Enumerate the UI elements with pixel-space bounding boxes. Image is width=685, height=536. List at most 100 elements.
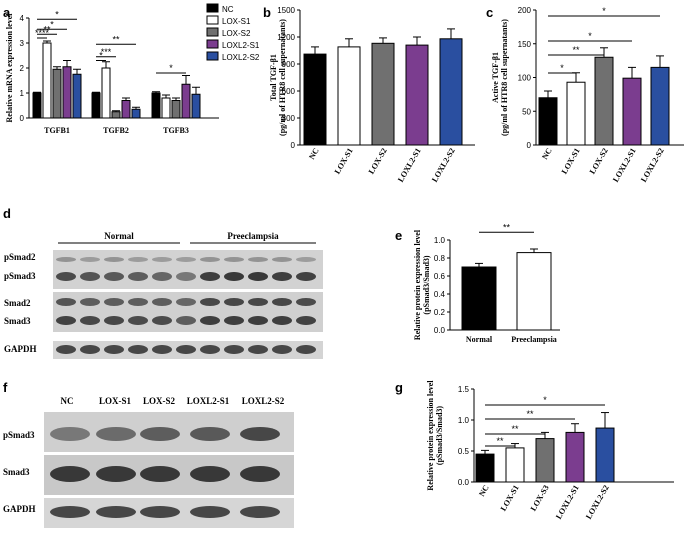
significance-label: **	[511, 424, 519, 434]
blot-f-bands	[50, 427, 280, 518]
band-gapdh	[296, 345, 316, 354]
band-f-gapdh	[140, 506, 180, 518]
band-psmad2	[176, 257, 196, 262]
band-f-psmad3	[50, 427, 90, 441]
bar-tgfb3-loxl2-s1	[181, 83, 191, 119]
band-psmad2	[104, 257, 124, 262]
row-label-smad2: Smad2	[4, 298, 31, 308]
chart-g: 0.0 0.5 1.0 1.5 Relative protein expression …	[426, 380, 674, 521]
chart-e: 0.0 0.2 0.4 0.6 0.8 1.0 Relative protein expre…	[413, 222, 560, 344]
band-psmad3	[152, 272, 172, 281]
band-smad3	[176, 316, 196, 325]
y-tick-label: 0.8	[434, 254, 446, 263]
legend-label-nc: NC	[222, 5, 234, 14]
chart-b: 0 300 600 900 1200 1500 Total TGF-β1 (pg/ml of …	[269, 6, 475, 184]
bar-tgfb3-nc	[151, 92, 161, 119]
bar-loxl2-s2	[595, 427, 615, 483]
y-tick-label: 1	[20, 89, 25, 98]
band-psmad3	[128, 272, 148, 281]
x-category-preeclampsia: Preeclampsia	[511, 335, 557, 344]
y-tick-label: 0.6	[434, 272, 446, 281]
band-f-gapdh	[240, 506, 280, 518]
legend-label-loxl2-s2: LOXL2-S2	[222, 53, 260, 62]
band-psmad2	[80, 257, 100, 262]
x-category-loxl2-s2: LOXL2-S2	[584, 484, 611, 521]
bar-lox-s2	[371, 42, 395, 146]
y-tick-label: 0.5	[458, 447, 470, 456]
y-tick-label: 2	[20, 64, 25, 73]
legend-label-lox-s1: LOX-S1	[222, 17, 251, 26]
bar-tgfb1-lox-s2	[52, 68, 62, 119]
bar-loxl2-s2	[650, 66, 670, 146]
band-psmad3	[200, 272, 220, 281]
y-axis-title: Active TGF-β1	[491, 52, 500, 103]
y-tick-label: 1.5	[458, 385, 470, 394]
band-gapdh	[272, 345, 292, 354]
legend-a: NC LOX-S1 LOX-S2 LOXL2-S1 LOXL2-S2	[206, 3, 260, 62]
band-smad2	[128, 298, 148, 306]
significance-label: *	[99, 51, 103, 61]
row-label-f-psmad3: pSmad3	[3, 430, 35, 440]
x-category-nc: NC	[477, 483, 491, 498]
band-psmad3	[80, 272, 100, 281]
row-label-gapdh: GAPDH	[4, 344, 37, 354]
significance-label: *	[588, 31, 592, 41]
x-category-lox-s2: LOX-S2	[367, 147, 389, 176]
significance-label: *	[560, 63, 564, 73]
row-label-f-gapdh: GAPDH	[3, 504, 36, 514]
band-f-psmad3	[96, 427, 136, 441]
x-category-loxl2-s2: LOXL2-S2	[430, 147, 457, 184]
x-category-lox-s2: LOX-S2	[588, 147, 610, 176]
band-psmad3	[296, 272, 316, 281]
band-gapdh	[80, 345, 100, 354]
band-f-psmad3	[240, 427, 280, 441]
band-psmad3	[56, 272, 76, 281]
band-psmad3	[272, 272, 292, 281]
y-tick-label: 0.2	[434, 308, 446, 317]
row-label-psmad3: pSmad3	[4, 271, 36, 281]
y-axis-title: Relative mRNA expression level	[5, 13, 14, 123]
bar-nc	[538, 97, 558, 146]
y-axis-title: Total TGF-β1	[269, 54, 278, 101]
bar-nc	[303, 53, 327, 146]
legend-swatch-lox-s2	[206, 27, 219, 37]
band-smad3	[224, 316, 244, 325]
bar-lox-s2	[594, 56, 614, 146]
bar-tgfb1-nc	[32, 92, 42, 119]
panel-c-label: c	[486, 5, 493, 20]
significance-label: **	[526, 409, 534, 419]
bar-tgfb2-lox-s1	[101, 67, 111, 119]
significance-label: *	[602, 6, 606, 16]
x-category-tgfb2: TGFB2	[103, 126, 129, 135]
row-label-smad3: Smad3	[4, 316, 31, 326]
significance-label: *	[169, 63, 173, 73]
band-smad3	[248, 316, 268, 325]
band-gapdh	[152, 345, 172, 354]
band-gapdh	[56, 345, 76, 354]
band-gapdh	[224, 345, 244, 354]
bar-tgfb2-nc	[91, 92, 101, 119]
y-tick-label: 0.0	[458, 478, 470, 487]
y-tick-label: 200	[518, 6, 532, 15]
significance-label: **	[112, 34, 120, 44]
x-category-lox-s1: LOX-S1	[499, 484, 521, 513]
significance-label: **	[496, 436, 504, 446]
x-category-loxl2-s1: LOXL2-S1	[611, 147, 638, 184]
row-label-f-smad3: Smad3	[3, 467, 30, 477]
bar-tgfb3-lox-s2	[171, 100, 181, 119]
band-psmad3	[104, 272, 124, 281]
bar-tgfb1-loxl2-s2	[72, 73, 82, 119]
band-f-gapdh	[50, 506, 90, 518]
x-category-nc: NC	[307, 146, 321, 161]
blot-f: NC LOX-S1 LOX-S2 LOXL2-S1 LOXL2-S2 pSmad…	[3, 396, 294, 528]
band-psmad2	[200, 257, 220, 262]
band-smad2	[56, 298, 76, 306]
band-smad3	[200, 316, 220, 325]
band-gapdh	[104, 345, 124, 354]
legend-swatch-nc	[206, 3, 219, 13]
band-smad3	[128, 316, 148, 325]
band-gapdh	[200, 345, 220, 354]
band-psmad2	[128, 257, 148, 262]
bar-tgfb2-loxl2-s1	[121, 100, 131, 119]
group-label-preeclampsia: Preeclampsia	[227, 231, 279, 241]
